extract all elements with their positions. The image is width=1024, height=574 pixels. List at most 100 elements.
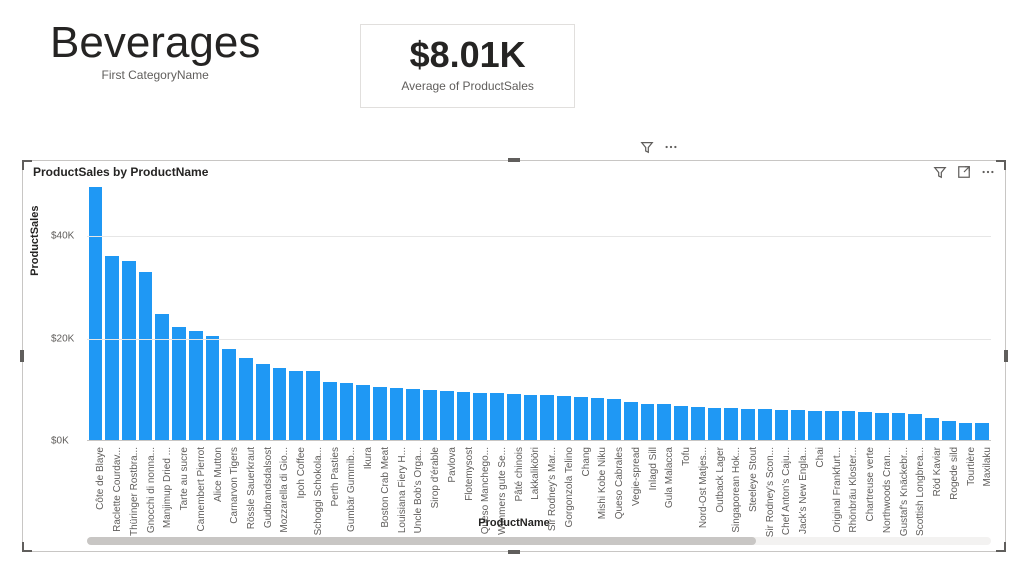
bar[interactable] [741, 409, 755, 440]
bar[interactable] [708, 408, 722, 440]
bar[interactable] [206, 336, 220, 440]
chart-scrollbar-thumb[interactable] [87, 537, 756, 545]
bar[interactable] [256, 364, 270, 440]
y-tick-label: $0K [51, 436, 69, 447]
bar-slot [773, 185, 790, 440]
bar[interactable] [340, 383, 354, 440]
more-icon[interactable] [664, 140, 678, 154]
bar[interactable] [858, 412, 872, 440]
bar[interactable] [775, 410, 789, 440]
bar-slot [154, 185, 171, 440]
bar-slot [589, 185, 606, 440]
bar[interactable] [975, 423, 989, 440]
bar-slot [639, 185, 656, 440]
bar[interactable] [591, 398, 605, 440]
bar[interactable] [306, 371, 320, 440]
bar[interactable] [356, 385, 370, 440]
bar[interactable] [908, 414, 922, 440]
gridline [87, 339, 991, 340]
bar-slot [924, 185, 941, 440]
chart-title: ProductSales by ProductName [33, 165, 208, 179]
selection-corner[interactable] [996, 542, 1006, 552]
bar[interactable] [189, 331, 203, 440]
bar-slot [723, 185, 740, 440]
bar[interactable] [942, 421, 956, 440]
bar-slot [957, 185, 974, 440]
bar[interactable] [423, 390, 437, 440]
bar[interactable] [490, 393, 504, 440]
bar[interactable] [457, 392, 471, 440]
chart-card[interactable]: ProductSales by ProductName ProductSales… [22, 160, 1006, 552]
y-tick-label: $40K [51, 231, 74, 242]
bar[interactable] [239, 358, 253, 440]
bar[interactable] [557, 396, 571, 440]
bar-slot [606, 185, 623, 440]
category-card[interactable]: Beverages First CategoryName [50, 20, 260, 82]
bar-slot [673, 185, 690, 440]
chart-plot-area[interactable] [87, 185, 991, 441]
bar-slot [623, 185, 640, 440]
gridline [87, 236, 991, 237]
bar[interactable] [641, 404, 655, 440]
bar[interactable] [691, 407, 705, 440]
bar-slot [422, 185, 439, 440]
kpi-label: Average of ProductSales [401, 79, 534, 93]
bar[interactable] [842, 411, 856, 440]
bar[interactable] [390, 388, 404, 440]
bar[interactable] [289, 371, 303, 440]
bar[interactable] [624, 402, 638, 440]
bar-slot [974, 185, 991, 440]
bar[interactable] [373, 387, 387, 440]
bar[interactable] [607, 399, 621, 440]
selection-handle[interactable] [20, 350, 24, 362]
selection-corner[interactable] [22, 160, 32, 170]
bar[interactable] [122, 261, 136, 440]
bar[interactable] [105, 256, 119, 440]
x-tick-label: Maxilaku [982, 447, 993, 486]
bar[interactable] [574, 397, 588, 440]
bar[interactable] [507, 394, 521, 440]
bar-slot [438, 185, 455, 440]
bar[interactable] [657, 404, 671, 440]
bar-slot [355, 185, 372, 440]
bar-slot [857, 185, 874, 440]
bar[interactable] [674, 406, 688, 440]
bar-slot [120, 185, 137, 440]
bar[interactable] [524, 395, 538, 440]
bar[interactable] [724, 408, 738, 440]
filter-icon[interactable] [933, 165, 947, 179]
selection-corner[interactable] [996, 160, 1006, 170]
bar-slot [305, 185, 322, 440]
bar[interactable] [406, 389, 420, 440]
selection-corner[interactable] [22, 542, 32, 552]
chart-scrollbar[interactable] [87, 537, 991, 545]
bar[interactable] [473, 393, 487, 440]
bar[interactable] [89, 187, 103, 440]
selection-handle[interactable] [508, 550, 520, 554]
selection-handle[interactable] [1004, 350, 1008, 362]
bar[interactable] [892, 413, 906, 440]
bar[interactable] [323, 382, 337, 440]
bar[interactable] [791, 410, 805, 440]
selection-handle[interactable] [508, 158, 520, 162]
bar[interactable] [959, 423, 973, 440]
bar[interactable] [825, 411, 839, 440]
bar-slot [338, 185, 355, 440]
kpi-card[interactable]: $8.01K Average of ProductSales [360, 24, 575, 108]
bar[interactable] [172, 327, 186, 440]
focus-mode-icon[interactable] [957, 165, 971, 179]
bar[interactable] [222, 349, 236, 440]
bar[interactable] [139, 272, 153, 440]
bar[interactable] [540, 395, 554, 440]
bar[interactable] [440, 391, 454, 440]
bar[interactable] [273, 368, 287, 440]
filter-icon[interactable] [640, 140, 654, 154]
kpi-toolbar [640, 140, 678, 154]
bar-slot [522, 185, 539, 440]
bar[interactable] [155, 314, 169, 440]
bar[interactable] [808, 411, 822, 440]
bar[interactable] [925, 418, 939, 440]
bar[interactable] [875, 413, 889, 440]
more-icon[interactable] [981, 165, 995, 179]
bar[interactable] [758, 409, 772, 440]
